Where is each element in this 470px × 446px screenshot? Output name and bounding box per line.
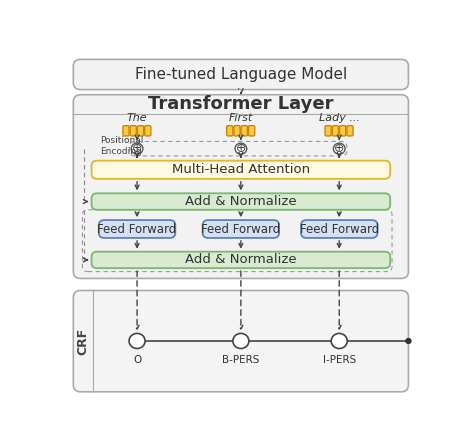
Text: ⊕: ⊕ [235, 142, 246, 155]
FancyBboxPatch shape [340, 126, 346, 136]
FancyBboxPatch shape [73, 290, 408, 392]
FancyBboxPatch shape [301, 220, 377, 238]
FancyBboxPatch shape [73, 59, 408, 90]
Circle shape [406, 339, 411, 343]
FancyBboxPatch shape [123, 126, 129, 136]
FancyBboxPatch shape [130, 126, 136, 136]
FancyBboxPatch shape [325, 126, 331, 136]
Text: Positional
Encoding: Positional Encoding [100, 136, 144, 156]
Text: Fine-tuned Language Model: Fine-tuned Language Model [135, 67, 347, 82]
Text: Add & Normalize: Add & Normalize [185, 253, 297, 266]
Text: I-PERS: I-PERS [322, 355, 356, 365]
FancyBboxPatch shape [332, 126, 338, 136]
Circle shape [233, 334, 249, 348]
FancyBboxPatch shape [234, 126, 240, 136]
Circle shape [333, 143, 345, 154]
Text: Transformer Layer: Transformer Layer [148, 95, 334, 113]
FancyBboxPatch shape [73, 95, 408, 278]
Text: ⊕: ⊕ [132, 142, 142, 155]
Text: The: The [127, 113, 148, 123]
FancyBboxPatch shape [137, 126, 144, 136]
Text: CRF: CRF [76, 327, 89, 355]
Text: O: O [133, 355, 141, 365]
Text: Multi-Head Attention: Multi-Head Attention [172, 163, 310, 176]
Text: First: First [229, 113, 253, 123]
Text: Feed Forward: Feed Forward [97, 223, 177, 235]
FancyBboxPatch shape [203, 220, 279, 238]
FancyBboxPatch shape [227, 126, 233, 136]
Text: Feed Forward: Feed Forward [201, 223, 281, 235]
Text: Add & Normalize: Add & Normalize [185, 195, 297, 208]
FancyBboxPatch shape [92, 193, 390, 210]
Text: Lady ...: Lady ... [319, 113, 360, 123]
FancyBboxPatch shape [99, 220, 175, 238]
Text: B-PERS: B-PERS [222, 355, 259, 365]
FancyBboxPatch shape [92, 161, 390, 179]
FancyBboxPatch shape [92, 252, 390, 268]
FancyBboxPatch shape [145, 126, 151, 136]
FancyBboxPatch shape [249, 126, 255, 136]
Text: Feed Forward: Feed Forward [299, 223, 379, 235]
FancyBboxPatch shape [347, 126, 353, 136]
Circle shape [235, 143, 247, 154]
Circle shape [131, 143, 143, 154]
Circle shape [129, 334, 145, 348]
Circle shape [331, 334, 347, 348]
Text: ⊕: ⊕ [334, 142, 345, 155]
FancyBboxPatch shape [241, 126, 247, 136]
